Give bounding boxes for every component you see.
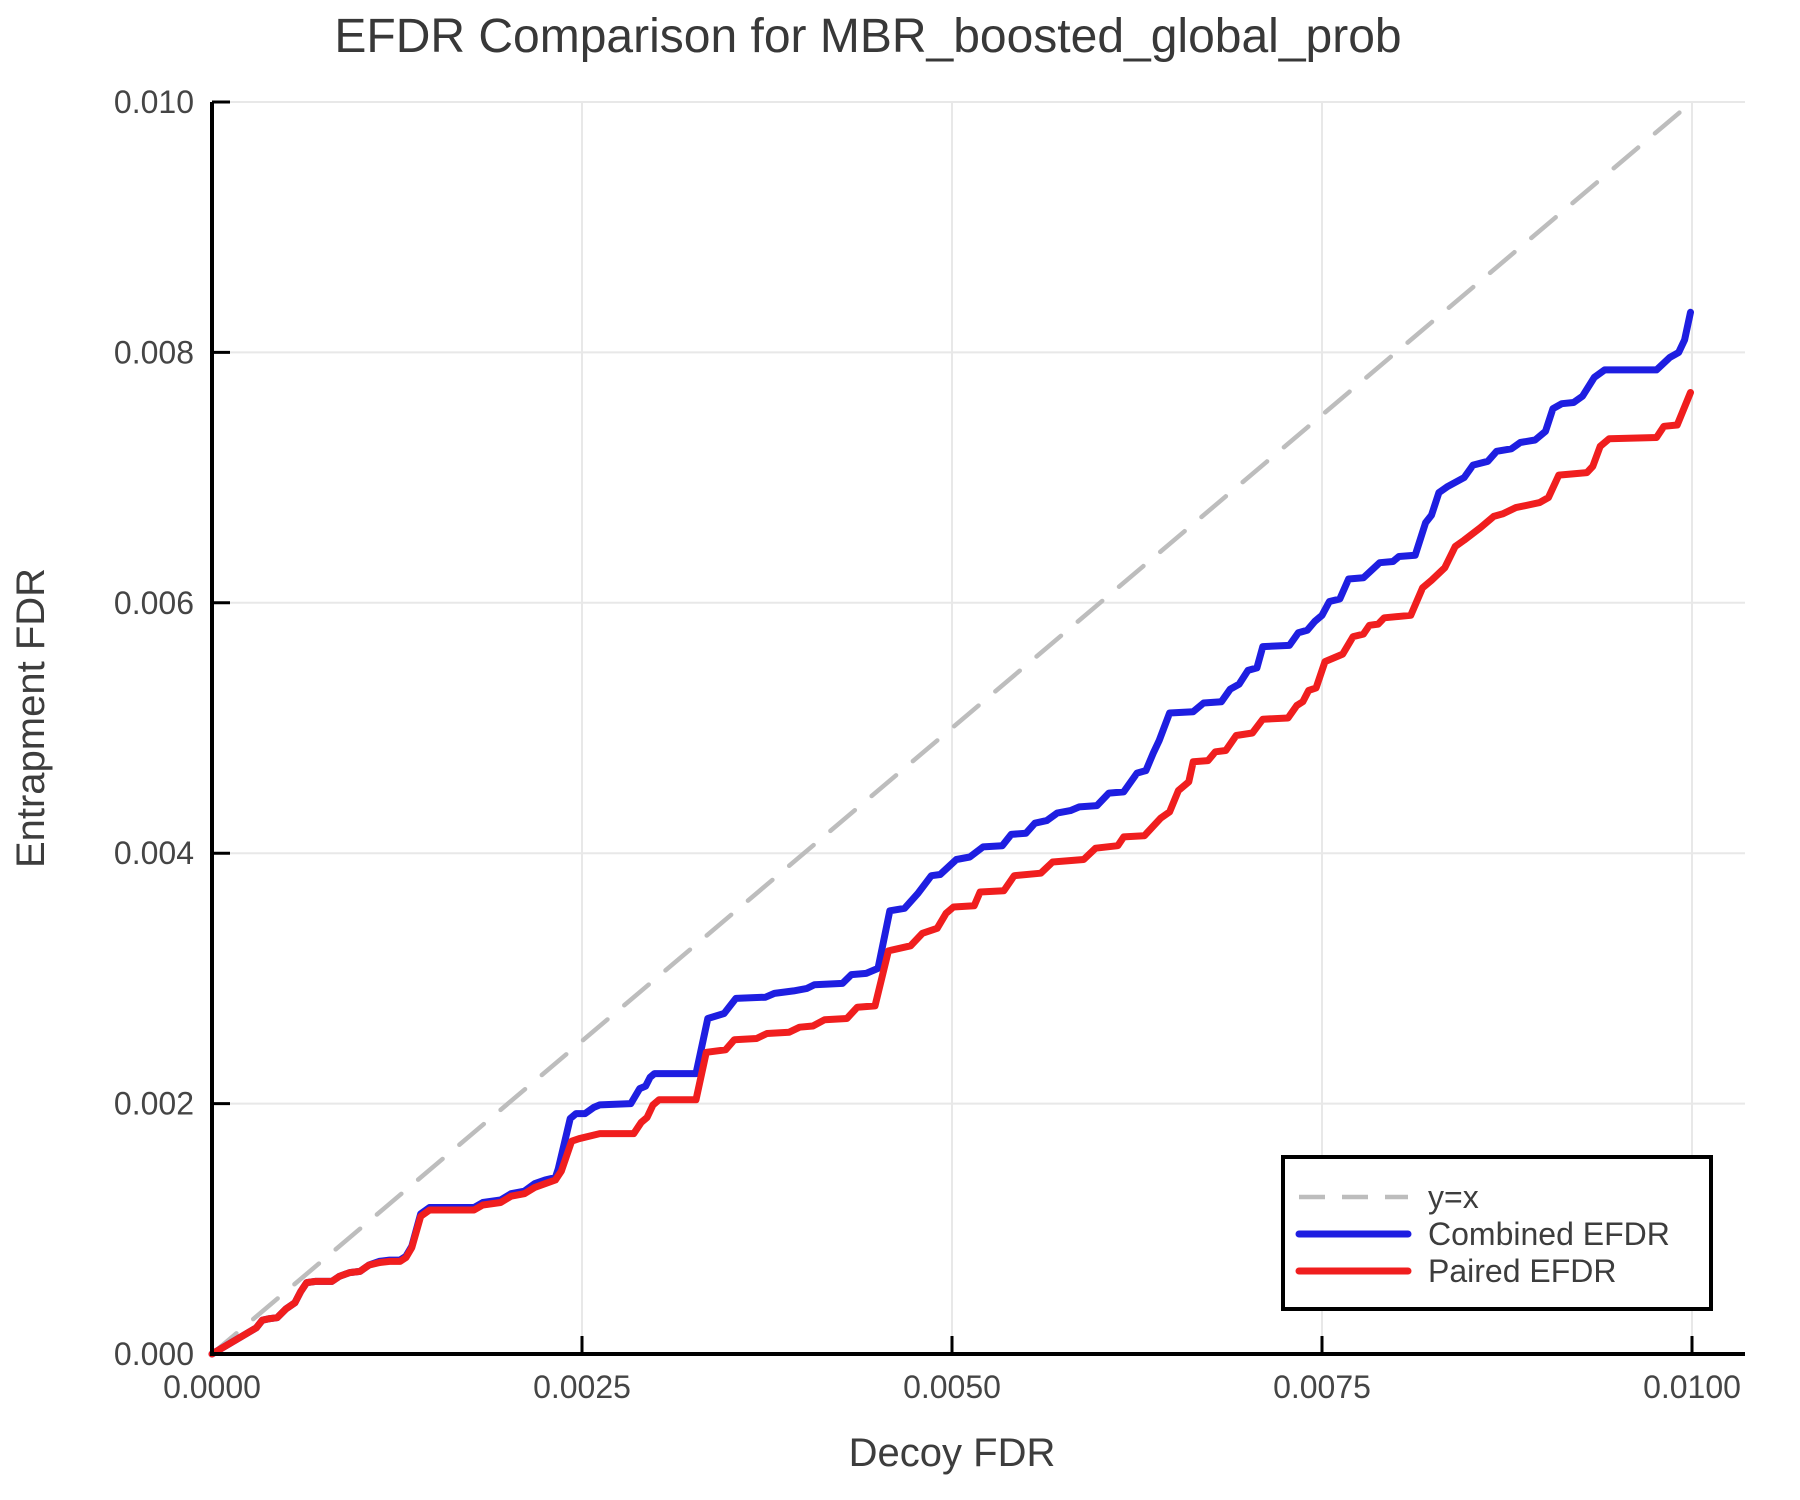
x-tick-label: 0.0000 bbox=[163, 1369, 261, 1405]
y-tick-label: 0.000 bbox=[114, 1336, 194, 1372]
y-tick-label: 0.010 bbox=[114, 84, 194, 120]
x-tick-label: 0.0075 bbox=[1273, 1369, 1371, 1405]
x-tick-label: 0.0100 bbox=[1643, 1369, 1741, 1405]
legend-label-diagonal: y=x bbox=[1428, 1179, 1479, 1215]
series-line-paired-efdr bbox=[208, 389, 1694, 1358]
data-series bbox=[208, 99, 1695, 1358]
legend: y=x Combined EFDR Paired EFDR bbox=[1281, 1155, 1713, 1311]
x-tick-label: 0.0025 bbox=[533, 1369, 631, 1405]
y-tick-label: 0.006 bbox=[114, 585, 194, 621]
y-tick-label: 0.004 bbox=[114, 835, 194, 871]
x-tick-label: 0.0050 bbox=[903, 1369, 1001, 1405]
legend-label-paired: Paired EFDR bbox=[1428, 1253, 1617, 1289]
y-tick-label: 0.008 bbox=[114, 334, 194, 370]
tick-labels: 0.0000 0.0025 0.0050 0.0075 0.0100 0.000 0.002… bbox=[114, 84, 1741, 1405]
chart-title: EFDR Comparison for MBR_boosted_global_p… bbox=[334, 10, 1401, 63]
axes bbox=[210, 102, 1745, 1356]
axis-ticks bbox=[210, 100, 1694, 1356]
legend-label-combined: Combined EFDR bbox=[1428, 1216, 1670, 1252]
series-line-y-x bbox=[209, 99, 1695, 1357]
x-axis-label: Decoy FDR bbox=[849, 1431, 1056, 1475]
y-axis-label: Entrapment FDR bbox=[9, 568, 53, 868]
y-tick-label: 0.002 bbox=[114, 1086, 194, 1122]
